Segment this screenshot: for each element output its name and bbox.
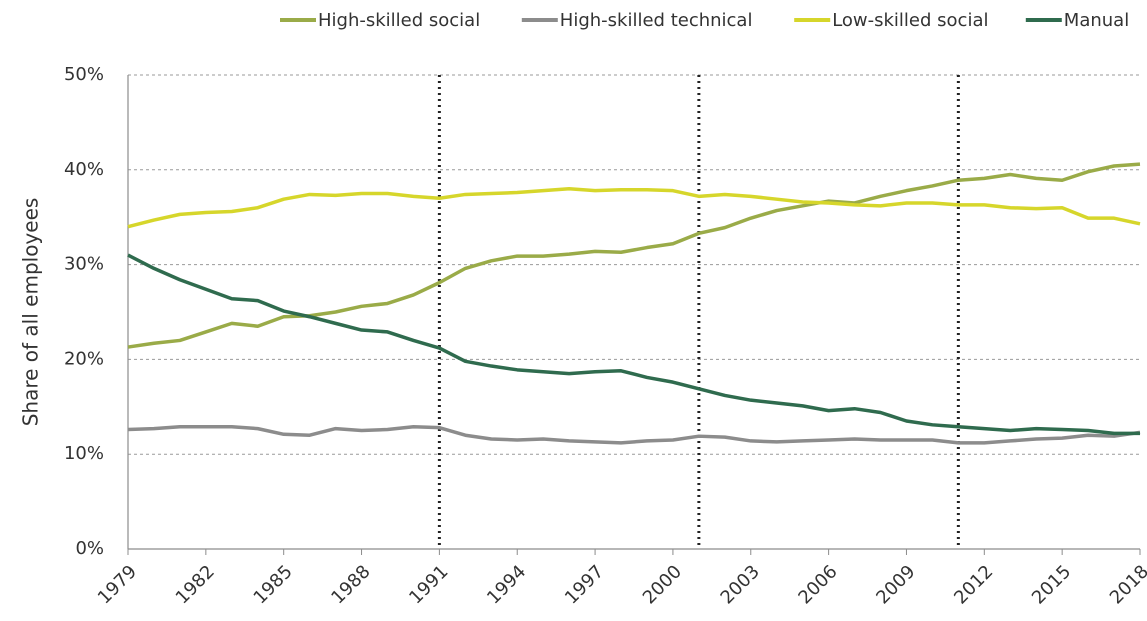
y-tick-label: 50% [64, 64, 104, 85]
series-line [127, 187, 1141, 229]
x-tick-label: 1979 [94, 561, 141, 608]
x-tick-label: 2018 [1106, 561, 1147, 608]
y-axis-label: Share of all employees [19, 198, 43, 427]
y-tick-label: 40% [64, 159, 104, 180]
series-line [127, 253, 1140, 436]
legend-label: High-skilled social [318, 10, 480, 31]
y-tick-label: 20% [64, 348, 104, 369]
x-tick-label: 1994 [483, 561, 530, 608]
x-tick-label: 2006 [794, 561, 841, 608]
x-tick-label: 2003 [717, 561, 764, 608]
series-line [127, 162, 1141, 349]
legend-label: Low-skilled social [832, 10, 988, 31]
x-tick-label: 2000 [639, 561, 686, 608]
y-tick-label: 10% [64, 443, 104, 464]
legend-label: Manual [1064, 10, 1129, 31]
x-tick-label: 1985 [250, 561, 297, 608]
y-tick-label: 30% [64, 254, 104, 275]
x-tick-label: 1988 [327, 561, 374, 608]
legend-label: High-skilled technical [560, 10, 753, 31]
x-tick-label: 2009 [872, 561, 919, 608]
x-tick-label: 2012 [950, 561, 997, 608]
x-tick-label: 1982 [172, 561, 219, 608]
x-tick-label: 1991 [405, 561, 452, 608]
series-line [127, 424, 1141, 445]
y-tick-label: 0% [75, 538, 104, 559]
x-tick-label: 1997 [561, 561, 608, 608]
x-tick-label: 2015 [1028, 561, 1075, 608]
